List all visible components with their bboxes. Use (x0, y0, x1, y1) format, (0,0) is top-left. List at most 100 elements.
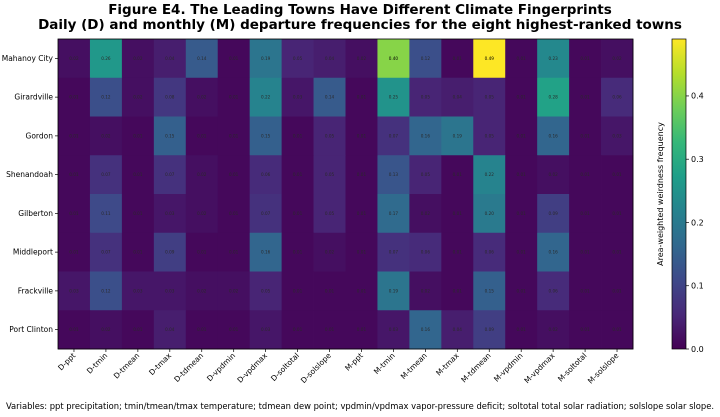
heatmap-cell (89, 155, 123, 195)
heatmap-cell (505, 116, 538, 156)
cell-value-label: 0.01 (293, 172, 303, 177)
heatmap-cell (58, 77, 91, 117)
column-label: M-vpdmin (492, 351, 525, 384)
heatmap-cell (121, 194, 155, 234)
cell-value-label: 0.16 (548, 133, 558, 138)
cell-value-label: 0.03 (165, 211, 175, 216)
cell-value-label: 0.01 (517, 172, 527, 177)
cell-value-label: 0.01 (580, 327, 590, 332)
cell-value-label: 0.06 (485, 250, 495, 255)
cell-value-label: 0.02 (197, 288, 207, 293)
cell-value-label: 0.01 (197, 250, 207, 255)
heatmap-cell (473, 39, 506, 79)
cell-value-label: 0.02 (421, 288, 431, 293)
cell-value-label: 0.15 (165, 133, 175, 138)
heatmap-cell (377, 116, 410, 156)
column-label: D-vpdmax (235, 351, 269, 385)
heatmap-cell (441, 194, 474, 234)
cell-value-label: 0.01 (517, 95, 527, 100)
heatmap-cell (441, 232, 474, 272)
heatmap-cell (121, 232, 155, 272)
heatmap-cell (313, 232, 346, 272)
heatmap-cell (601, 155, 634, 195)
cell-value-label: 0.04 (165, 327, 175, 332)
colorbar-tick-label: 0.1 (691, 282, 704, 291)
heatmap-cell (281, 271, 314, 311)
cell-value-label: 0.02 (197, 95, 207, 100)
column-label: D-tdmean (172, 351, 205, 384)
heatmap-cell (313, 271, 346, 311)
heatmap-cell (441, 310, 474, 350)
column-label: D-tmean (112, 351, 142, 381)
cell-value-label: 0.04 (325, 56, 335, 61)
row-label: Shenandoah (6, 170, 53, 179)
heatmap-cell (249, 232, 283, 272)
heatmap-cell (121, 155, 155, 195)
cell-value-label: 0.03 (612, 133, 622, 138)
heatmap-cell (537, 310, 570, 350)
heatmap-cell (217, 310, 251, 350)
cell-value-label: 0.06 (261, 172, 271, 177)
cell-value-label: 0.05 (261, 288, 271, 293)
heatmap-cell (441, 77, 474, 117)
heatmap-cell (569, 39, 602, 79)
cell-value-label: 0.01 (612, 288, 622, 293)
heatmap-cell (569, 155, 602, 195)
cell-value-label: 0.17 (389, 211, 399, 216)
heatmap-cell (217, 155, 251, 195)
cell-value-label: 0.01 (357, 211, 367, 216)
colorbar-tick-label: 0.4 (691, 92, 704, 101)
cell-value-label: 0.40 (389, 56, 399, 61)
cell-value-label: 0.11 (101, 211, 111, 216)
heatmap-cell (121, 116, 155, 156)
cell-value-label: 0.15 (261, 133, 271, 138)
cell-value-label: 0.05 (485, 95, 495, 100)
heatmap-cell (377, 232, 410, 272)
heatmap-cell (153, 310, 187, 350)
cell-value-label: 0.01 (612, 211, 622, 216)
heatmap-cell (153, 77, 187, 117)
cell-value-label: 0.01 (357, 250, 367, 255)
cell-value-label: 0.07 (101, 172, 111, 177)
heatmap-cell (58, 155, 91, 195)
heatmap-cell (345, 155, 378, 195)
heatmap-cell (537, 39, 570, 79)
cell-value-label: 0.01 (357, 327, 367, 332)
cell-value-label: 0.03 (165, 288, 175, 293)
cell-value-label: 0.04 (165, 56, 175, 61)
heatmap-cell (473, 116, 506, 156)
cell-value-label: 0.01 (293, 288, 303, 293)
heatmap-cell (58, 39, 91, 79)
heatmap-cell (249, 39, 283, 79)
heatmap-cell (89, 310, 123, 350)
heatmap-cell (441, 39, 474, 79)
column-label: M-tmin (372, 351, 397, 376)
heatmap-cell (153, 232, 187, 272)
cell-value-label: 0.05 (421, 95, 431, 100)
cell-value-label: 0.01 (293, 133, 303, 138)
heatmap-cell (569, 232, 602, 272)
cell-value-label: 0.01 (612, 250, 622, 255)
cell-value-label: 0.03 (293, 95, 303, 100)
heatmap-cell (121, 271, 155, 311)
heatmap-cell (377, 310, 410, 350)
colorbar-gradient (671, 38, 687, 350)
heatmap-cell (473, 310, 506, 350)
cell-value-label: 0.01 (453, 172, 463, 177)
heatmap-cell (249, 155, 283, 195)
cell-value-label: 0.02 (612, 56, 622, 61)
heatmap-cell (377, 155, 410, 195)
colorbar-label: Area-weighted weirdness frequency (656, 122, 665, 266)
cell-value-label: 0.01 (357, 133, 367, 138)
heatmap-cell (569, 116, 602, 156)
cell-value-label: 0.01 (69, 95, 79, 100)
column-label: M-tdmean (459, 351, 493, 385)
cell-value-label: 0.14 (325, 95, 335, 100)
cell-value-label: 0.01 (229, 133, 239, 138)
heatmap-cell (153, 155, 187, 195)
cell-value-label: 0.07 (165, 172, 175, 177)
cell-value-label: 0.02 (101, 133, 111, 138)
heatmap-cell (409, 232, 442, 272)
heatmap-cell (58, 232, 91, 272)
